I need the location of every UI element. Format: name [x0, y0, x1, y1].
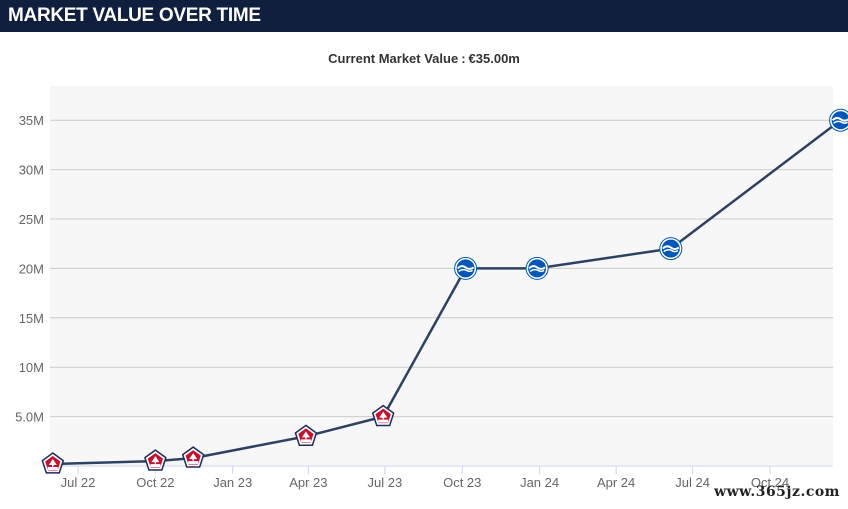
x-tick-label: Oct 22 [136, 475, 174, 490]
brighton-crest-marker [829, 108, 848, 132]
y-tick-label: 35M [19, 113, 44, 128]
lille-crest-marker [181, 446, 205, 468]
lille-crest-marker [41, 452, 65, 474]
y-tick-label: 10M [19, 360, 44, 375]
x-tick-label: Jul 24 [675, 475, 710, 490]
plot-area [50, 86, 833, 466]
x-tick-label: Apr 23 [289, 475, 327, 490]
y-tick-label: 5.0M [15, 410, 44, 425]
brighton-crest-marker [525, 256, 549, 280]
lille-crest-marker [144, 449, 167, 471]
x-tick-label: Jul 22 [61, 475, 96, 490]
current-market-value-label: Current Market Value [328, 51, 459, 66]
chart-header: MARKET VALUE OVER TIME [0, 0, 848, 32]
y-tick-label: 20M [19, 261, 44, 276]
brighton-crest-marker [659, 237, 683, 261]
y-tick-label: 15M [19, 311, 44, 326]
watermark: www.365jz.com [714, 484, 840, 500]
current-market-value: Current Market Value: €35.00m [328, 51, 520, 66]
brighton-crest-marker [454, 256, 478, 280]
lille-crest-marker [371, 404, 395, 427]
lille-crest-marker [294, 424, 318, 447]
x-tick-label: Jan 23 [213, 475, 252, 490]
current-market-value-amount: €35.00m [468, 51, 520, 66]
x-tick-label: Apr 24 [597, 475, 635, 490]
x-tick-label: Jul 23 [368, 475, 403, 490]
y-tick-label: 30M [19, 163, 44, 178]
chart-title: MARKET VALUE OVER TIME [8, 5, 261, 26]
x-tick-label: Jan 24 [520, 475, 559, 490]
y-tick-label: 25M [19, 212, 44, 227]
x-tick-label: Oct 24 [751, 475, 789, 490]
x-tick-label: Oct 23 [443, 475, 481, 490]
